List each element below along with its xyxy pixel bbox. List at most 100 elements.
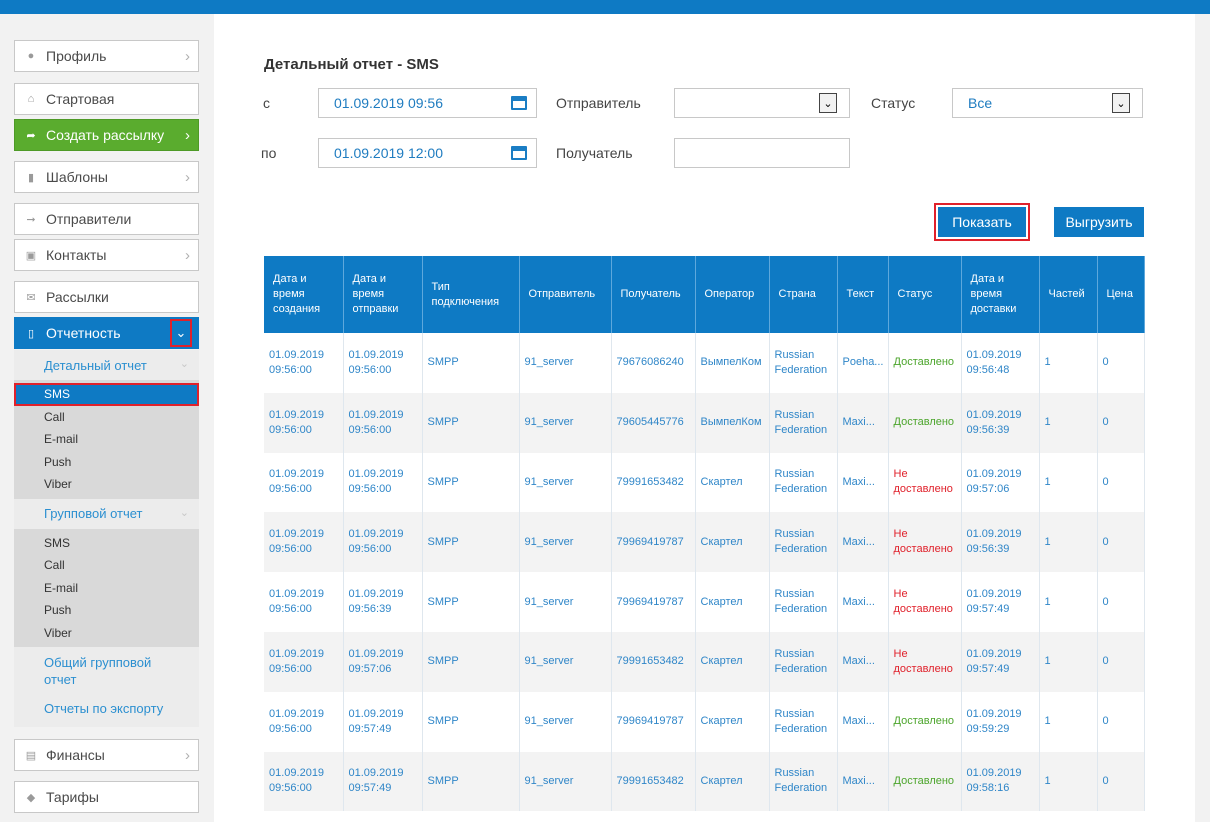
- sender-select[interactable]: ⌄: [674, 88, 850, 118]
- calendar-icon[interactable]: [511, 96, 527, 110]
- date-from-input[interactable]: 01.09.2019 09:56: [318, 88, 537, 118]
- submenu-item-push[interactable]: Push: [44, 454, 72, 469]
- price-cell: 0: [1097, 572, 1145, 632]
- price-cell: 0: [1097, 751, 1145, 812]
- calendar-icon[interactable]: [511, 146, 527, 160]
- sidebar-item-finance[interactable]: ▤ Финансы ›: [14, 739, 199, 771]
- submenu-item-sms[interactable]: SMS: [14, 383, 199, 406]
- col-header: Текст: [837, 256, 889, 333]
- submenu-item-email[interactable]: E-mail: [44, 580, 79, 595]
- text-cell[interactable]: Maxi...: [837, 572, 889, 632]
- export-button[interactable]: Выгрузить: [1054, 207, 1144, 237]
- connection-type-cell: SMPP: [422, 452, 520, 513]
- group-report-group[interactable]: Групповой отчет ⌄: [14, 498, 199, 529]
- submenu-item-general-group-report[interactable]: Общий групповой отчет: [14, 647, 199, 694]
- connection-type-cell: SMPP: [422, 631, 520, 692]
- sender-cell: 91_server: [519, 631, 612, 692]
- sidebar-item-reports[interactable]: ▯ Отчетность ⌄: [14, 317, 199, 349]
- recipient-cell[interactable]: 79605445776: [611, 392, 696, 453]
- recipient-cell[interactable]: 79991653482: [611, 452, 696, 513]
- connection-type-cell: SMPP: [422, 333, 520, 393]
- recipient-cell[interactable]: 79676086240: [611, 333, 696, 393]
- col-header: Дата и время доставки: [961, 256, 1040, 333]
- parts-cell: 1: [1039, 512, 1098, 573]
- recipient-cell[interactable]: 79969419787: [611, 572, 696, 632]
- recipient-cell[interactable]: 79969419787: [611, 512, 696, 573]
- operator-cell: Скартел: [695, 452, 770, 513]
- submenu-item-email[interactable]: E-mail: [44, 432, 79, 447]
- submenu-item-sms[interactable]: SMS: [44, 535, 71, 550]
- connection-type-cell: SMPP: [422, 691, 520, 752]
- user-icon: ●: [27, 50, 35, 62]
- sidebar-item-tariffs[interactable]: ◆ Тарифы: [14, 781, 199, 813]
- sent-cell: 01.09.2019 09:56:39: [343, 572, 423, 632]
- text-cell[interactable]: Maxi...: [837, 631, 889, 692]
- recipient-cell[interactable]: 79991653482: [611, 751, 696, 812]
- text-cell[interactable]: Poeha...: [837, 333, 889, 393]
- status-cell: Доставлено: [888, 392, 962, 453]
- chevron-down-icon[interactable]: ⌄: [170, 319, 192, 347]
- country-cell: Russian Federation: [769, 631, 838, 692]
- envelope-icon: ✉: [26, 291, 36, 304]
- col-header: Получатель: [611, 256, 696, 333]
- submenu-item-viber[interactable]: Viber: [44, 625, 72, 640]
- date-from-value: 01.09.2019 09:56: [334, 95, 443, 111]
- text-cell[interactable]: Maxi...: [837, 691, 889, 752]
- price-cell: 0: [1097, 631, 1145, 692]
- operator-cell: Скартел: [695, 572, 770, 632]
- delivered-cell: 01.09.2019 09:57:06: [961, 452, 1040, 513]
- recipient-input[interactable]: [674, 138, 850, 168]
- text-cell[interactable]: Maxi...: [837, 392, 889, 453]
- col-header: Тип подключения: [422, 256, 520, 333]
- price-cell: 0: [1097, 333, 1145, 393]
- reports-submenu: Детальный отчет ⌄ SMS Call E-mail Push V…: [14, 350, 199, 727]
- submenu-item-export-reports[interactable]: Отчеты по экспорту: [14, 694, 199, 727]
- submenu-item-push[interactable]: Push: [44, 603, 72, 618]
- recipient-cell[interactable]: 79969419787: [611, 691, 696, 752]
- text-cell[interactable]: Maxi...: [837, 452, 889, 513]
- detailed-report-group[interactable]: Детальный отчет ⌄: [14, 350, 199, 380]
- submenu-item-viber[interactable]: Viber: [44, 477, 72, 492]
- created-cell: 01.09.2019 09:56:00: [264, 392, 344, 453]
- sent-cell: 01.09.2019 09:56:00: [343, 392, 423, 453]
- sent-cell: 01.09.2019 09:57:49: [343, 691, 423, 752]
- status-cell: Не доставлено: [888, 512, 962, 573]
- chevron-right-icon: ›: [185, 247, 190, 264]
- created-cell: 01.09.2019 09:56:00: [264, 572, 344, 632]
- sent-cell: 01.09.2019 09:57:06: [343, 631, 423, 692]
- sidebar-item-mailings[interactable]: ✉ Рассылки: [14, 281, 199, 313]
- chevron-right-icon: ›: [185, 169, 190, 186]
- sidebar-item-senders[interactable]: ➞ Отправители: [14, 203, 199, 235]
- sidebar-item-contacts[interactable]: ▣ Контакты ›: [14, 239, 199, 271]
- chevron-down-icon[interactable]: ⌄: [1112, 93, 1130, 113]
- created-cell: 01.09.2019 09:56:00: [264, 512, 344, 573]
- show-button[interactable]: Показать: [934, 203, 1030, 241]
- country-cell: Russian Federation: [769, 572, 838, 632]
- status-cell: Доставлено: [888, 751, 962, 812]
- date-to-input[interactable]: 01.09.2019 12:00: [318, 138, 537, 168]
- home-icon: ⌂: [27, 93, 35, 105]
- sender-cell: 91_server: [519, 691, 612, 752]
- submenu-item-call[interactable]: Call: [44, 558, 65, 573]
- sent-cell: 01.09.2019 09:56:00: [343, 333, 423, 393]
- chevron-right-icon: ›: [185, 127, 190, 144]
- sidebar-item-home[interactable]: ⌂ Стартовая: [14, 83, 199, 115]
- text-cell[interactable]: Maxi...: [837, 751, 889, 812]
- price-cell: 0: [1097, 452, 1145, 513]
- submenu-item-call[interactable]: Call: [44, 409, 65, 424]
- operator-cell: Скартел: [695, 751, 770, 812]
- recipient-cell[interactable]: 79991653482: [611, 631, 696, 692]
- delivered-cell: 01.09.2019 09:57:49: [961, 572, 1040, 632]
- sidebar-item-create-mailing[interactable]: ➦ Создать рассылку ›: [14, 119, 199, 151]
- sidebar-item-templates[interactable]: ▮ Шаблоны ›: [14, 161, 199, 193]
- operator-cell: ВымпелКом: [695, 392, 770, 453]
- table-row: 01.09.2019 09:56:00 01.09.2019 09:56:00 SM…: [264, 452, 1145, 513]
- created-cell: 01.09.2019 09:56:00: [264, 452, 344, 513]
- sidebar-item-profile[interactable]: ● Профиль ›: [14, 40, 199, 72]
- text-cell[interactable]: Maxi...: [837, 512, 889, 573]
- created-cell: 01.09.2019 09:56:00: [264, 691, 344, 752]
- status-select[interactable]: Все ⌄: [952, 88, 1143, 118]
- col-header: Страна: [769, 256, 838, 333]
- country-cell: Russian Federation: [769, 691, 838, 752]
- chevron-down-icon[interactable]: ⌄: [819, 93, 837, 113]
